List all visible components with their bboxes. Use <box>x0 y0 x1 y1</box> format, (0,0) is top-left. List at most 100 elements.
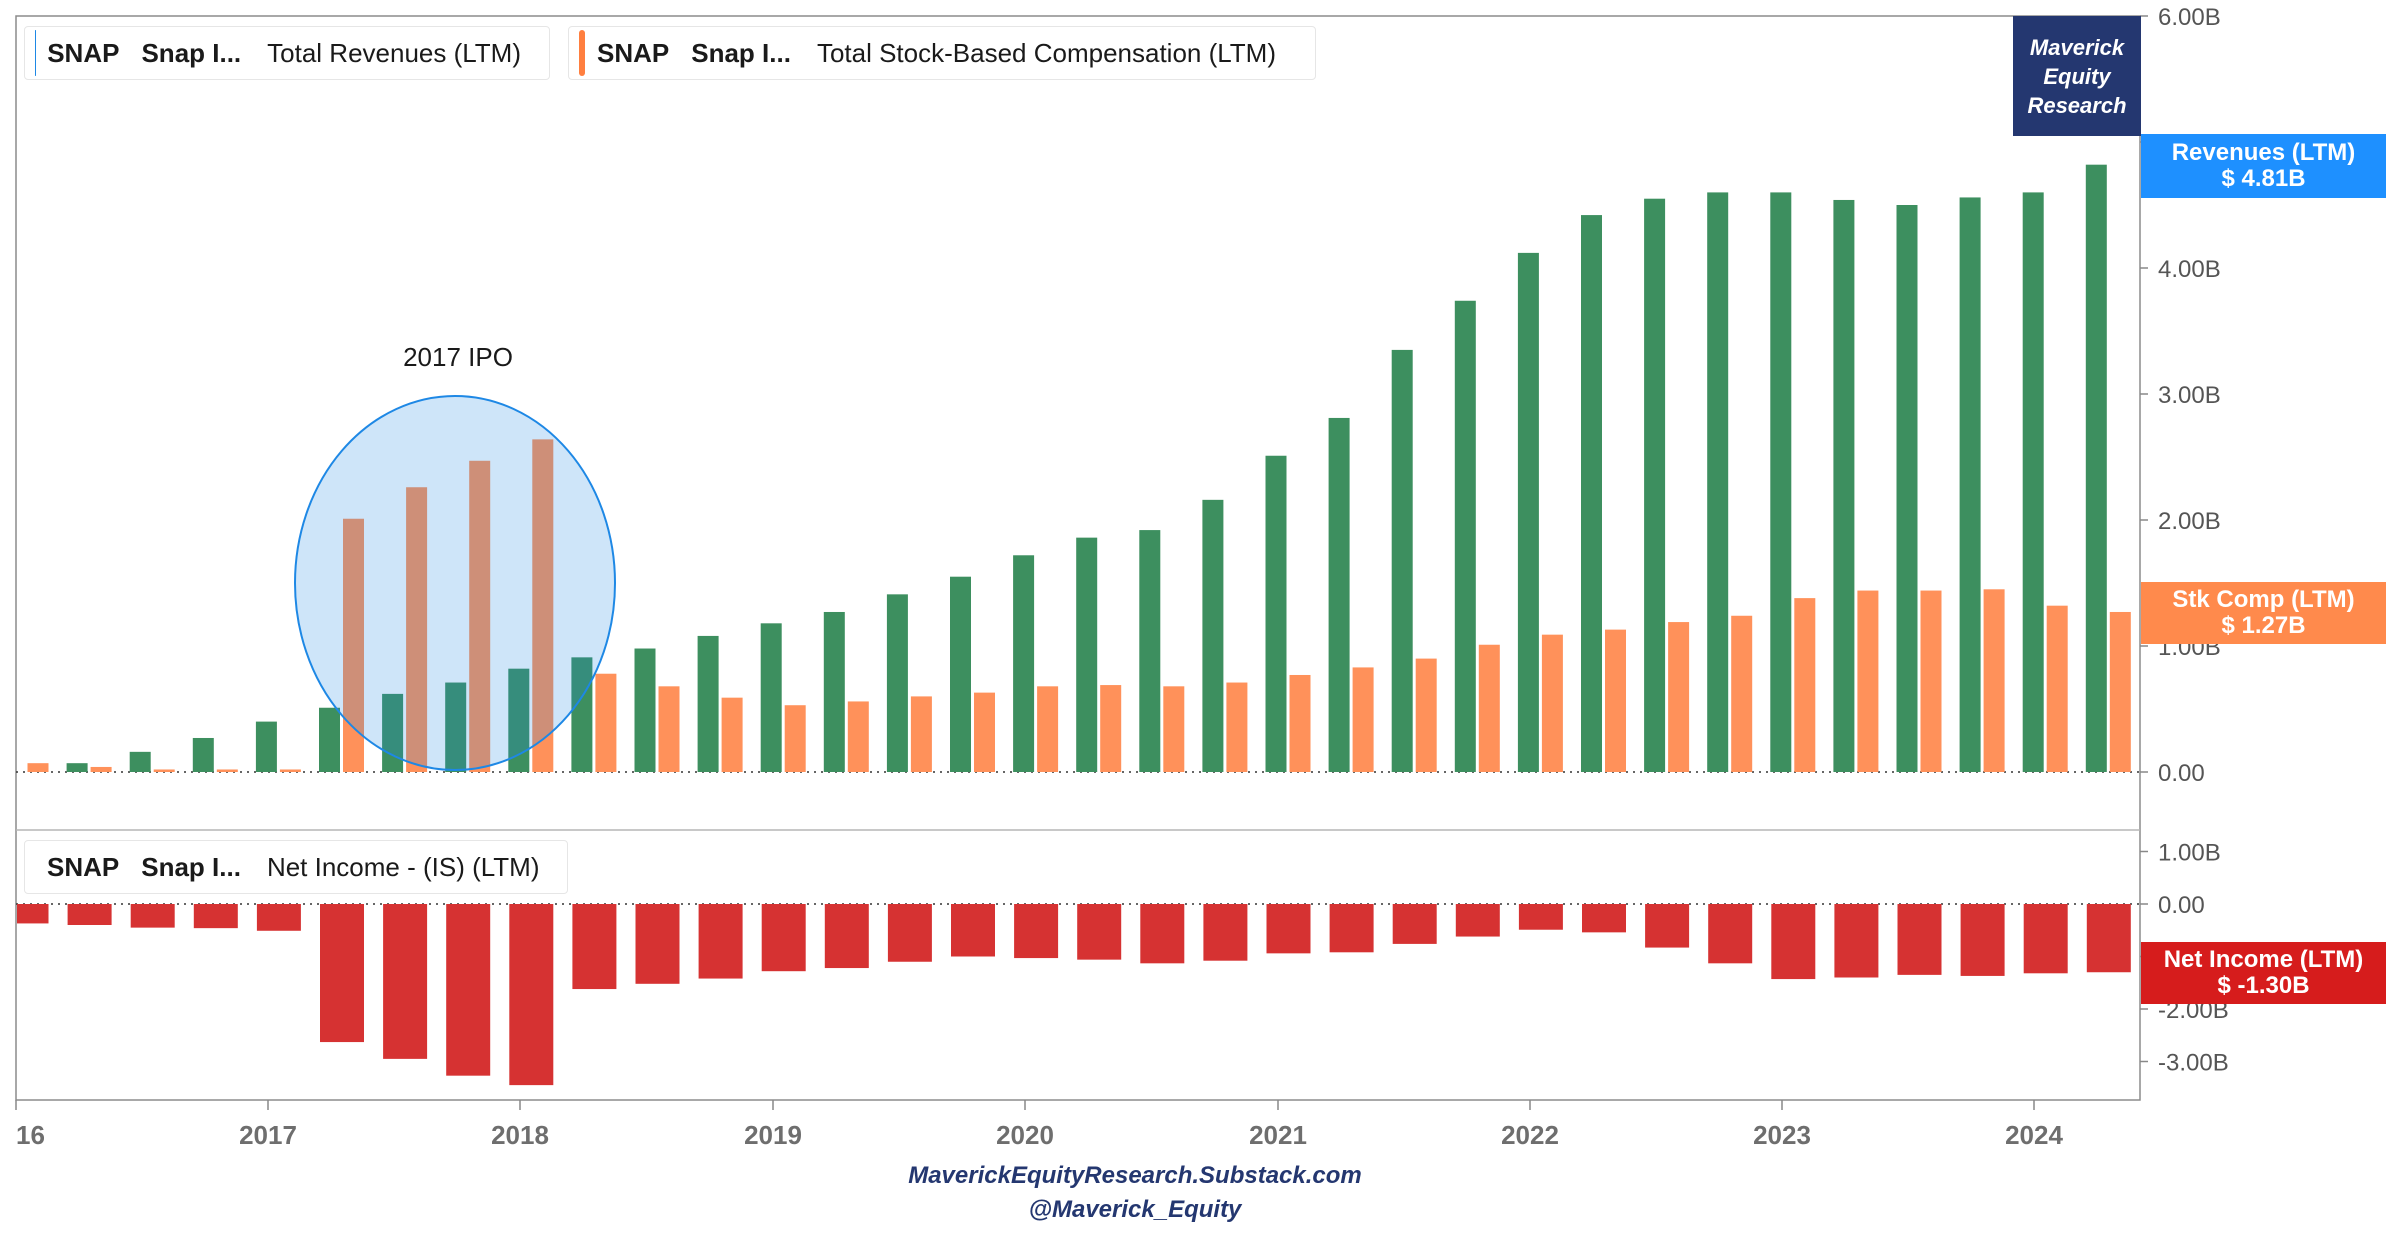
x-tick-label: 2024 <box>2005 1120 2063 1150</box>
x-tick-label: 2021 <box>1249 1120 1307 1150</box>
sbc-bar <box>1605 629 1626 772</box>
chart-frame <box>15 15 2141 1101</box>
lower-y-tick-label: -3.00B <box>2158 1050 2229 1077</box>
revenue-bar <box>1013 555 1035 772</box>
sbc-bar <box>27 763 49 772</box>
revenue-bar <box>2022 192 2044 772</box>
sbc-bar <box>1289 674 1311 772</box>
net-income-bar <box>1392 904 1437 944</box>
revenue-bar <box>1265 455 1287 772</box>
upper-panel-bars <box>27 164 2131 772</box>
sbc-tag-value: $ 1.27B <box>2221 612 2306 639</box>
ipo-annotation: 2017 IPO <box>294 342 616 771</box>
net-income-bar <box>2023 904 2068 974</box>
sbc-bar <box>721 697 743 772</box>
net-income-bar <box>1708 904 1753 964</box>
sbc-bar <box>1857 590 1879 772</box>
revenue-bar <box>1391 349 1413 772</box>
net-income-bar <box>17 904 49 924</box>
sbc-bar <box>1478 644 1500 772</box>
sbc-bar <box>847 701 869 772</box>
lower-y-tick-label: 0.00 <box>2158 892 2205 919</box>
net-income-bar <box>1645 904 1690 948</box>
x-tick-label: 2022 <box>1501 1120 1559 1150</box>
x-tick-label: 2023 <box>1753 1120 1811 1150</box>
revenue-bar <box>2085 164 2107 772</box>
sbc-bar <box>1920 590 1942 772</box>
sbc-bar <box>1100 685 1122 772</box>
sbc-bar <box>1541 634 1563 772</box>
sbc-bar <box>1037 686 1059 772</box>
sbc-bar <box>90 766 112 772</box>
net-income-bar <box>446 904 491 1076</box>
net-income-bar <box>1834 904 1879 978</box>
legend-revenue-metric: Total Revenues (LTM) <box>267 37 521 68</box>
sbc-bar <box>1983 589 2005 772</box>
sbc-bar <box>1731 615 1753 772</box>
legend-sbc[interactable]: SNAP Snap I... Total Stock-Based Compens… <box>568 26 1316 80</box>
sbc-bar <box>1226 682 1248 772</box>
x-tick-label: 2018 <box>491 1120 549 1150</box>
net-income-bar <box>761 904 806 972</box>
footer-website[interactable]: MaverickEquityResearch.Substack.com <box>908 1162 1362 1189</box>
sbc-bar <box>1352 667 1374 772</box>
sbc-bar <box>2109 611 2131 772</box>
revenue-bar <box>508 668 530 772</box>
sbc-bar <box>658 686 680 772</box>
ipo-highlight-circle <box>294 395 616 771</box>
sbc-bar <box>1415 658 1437 772</box>
revenue-bar <box>192 737 214 772</box>
net-income-bar <box>1960 904 2005 976</box>
sbc-bar <box>1163 686 1185 772</box>
upper-y-tick-label: 6.00B <box>2158 4 2221 31</box>
sbc-bar <box>279 769 301 772</box>
net-income-bar <box>572 904 617 990</box>
net-income-bar <box>256 904 301 931</box>
net-income-bar <box>1897 904 1942 975</box>
revenue-bar <box>445 682 467 772</box>
revenue-bar <box>1581 215 1602 772</box>
lower-panel-bars <box>17 904 2131 1086</box>
revenue-bar <box>1707 192 1729 772</box>
revenue-bar <box>129 751 151 772</box>
net-income-tag-title: Net Income (LTM) <box>2163 946 2364 973</box>
revenue-bar <box>1959 197 1981 772</box>
net-income-bar <box>2086 904 2131 973</box>
net-income-value-tag: Net Income (LTM) $ -1.30B <box>2141 942 2386 1004</box>
x-tick-label: 2019 <box>744 1120 802 1150</box>
legend-revenue[interactable]: SNAP Snap I... Total Revenues (LTM) <box>24 26 550 80</box>
revenue-tag-value: $ 4.81B <box>2221 165 2306 192</box>
net-income-bar <box>1077 904 1122 960</box>
net-income-bar <box>320 904 364 1043</box>
upper-y-tick-label: 2.00B <box>2158 508 2221 535</box>
revenue-bar <box>66 763 88 772</box>
revenue-bar <box>255 721 277 772</box>
revenue-bar <box>634 648 656 772</box>
legend-revenue-company: Snap I... <box>141 37 242 68</box>
net-income-bar <box>1014 904 1059 959</box>
sbc-bar <box>595 673 617 772</box>
legend-net-income[interactable]: SNAP Snap I... Net Income - (IS) (LTM) <box>24 840 568 894</box>
chart-axes: 0.001.00B2.00B3.00B4.00B5.00B6.00B-3.00B… <box>15 4 2229 1150</box>
sbc-tag-title: Stk Comp (LTM) <box>2172 586 2355 613</box>
revenue-bar <box>1833 199 1855 772</box>
legend-sbc-ticker: SNAP <box>597 37 670 68</box>
x-tick-label: 16 <box>16 1120 45 1150</box>
logo-line-3: Research <box>2027 92 2127 118</box>
legend-sbc-swatch <box>579 30 585 76</box>
sbc-bar <box>1668 622 1690 772</box>
revenue-bar <box>1454 300 1476 772</box>
revenue-bar <box>886 594 908 772</box>
footer-handle[interactable]: @Maverick_Equity <box>1028 1196 1242 1223</box>
sbc-bar <box>2046 605 2068 772</box>
net-income-bar <box>1140 904 1185 964</box>
legend-net-income-metric: Net Income - (IS) (LTM) <box>266 851 540 882</box>
net-income-bar <box>824 904 869 969</box>
revenue-bar <box>319 707 340 772</box>
net-income-bar <box>1518 904 1563 930</box>
net-income-tag-value: $ -1.30B <box>2217 972 2310 999</box>
revenue-bar <box>697 635 719 772</box>
sbc-value-tag: Stk Comp (LTM) $ 1.27B <box>2141 582 2386 644</box>
net-income-bar <box>698 904 743 979</box>
